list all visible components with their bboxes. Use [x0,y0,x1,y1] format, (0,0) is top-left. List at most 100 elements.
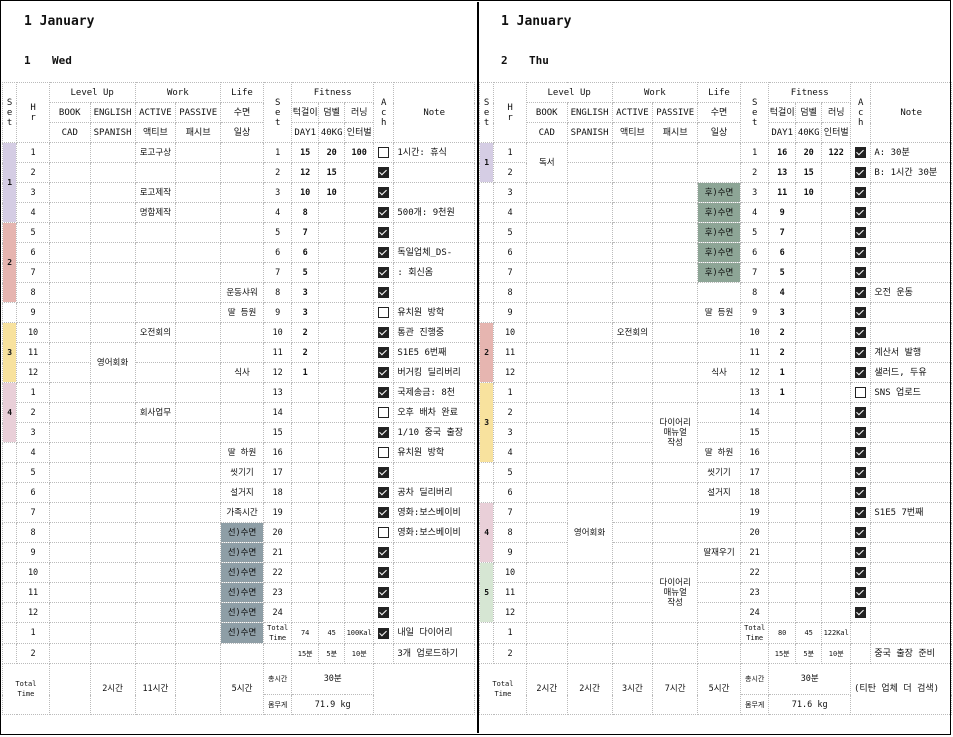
checkbox-checked[interactable] [855,327,867,338]
checkbox-checked[interactable] [378,187,390,198]
checkbox-checked[interactable] [855,347,867,358]
total-note: 내일 다이어리 [393,622,475,644]
running-value [344,282,374,303]
checkbox-unchecked[interactable] [378,527,390,538]
checkbox-checked[interactable] [855,507,867,518]
active-cell [611,262,654,283]
checkbox-checked[interactable] [855,527,867,538]
hour-label: 2 [493,643,527,664]
achievement-check [372,482,395,503]
checkbox-checked[interactable] [855,267,867,278]
checkbox-checked[interactable] [378,387,390,398]
checkbox-checked[interactable] [855,247,867,258]
active-cell [611,302,654,323]
checkbox-checked[interactable] [378,507,390,518]
ach-empty [372,643,395,664]
checkbox-unchecked[interactable] [378,147,390,158]
footer-weight-value: 71.9 kg [291,694,374,715]
checkbox-checked[interactable] [855,607,867,618]
fitness-set-number: 3 [262,182,293,203]
checkbox-unchecked[interactable] [855,387,867,398]
checkbox-checked[interactable] [378,487,390,498]
hour-label: 6 [16,242,50,263]
table-row: 5 후)수면 5 7 [478,222,952,243]
pullup-count [291,522,319,543]
achievement-check [849,242,872,263]
checkbox-checked[interactable] [855,547,867,558]
checkbox-checked[interactable] [378,287,390,298]
table-row: 1 Total Time 80 45 122Kal [478,622,952,644]
passive-cell [652,542,699,563]
running-value [821,202,851,223]
achievement-check [372,362,395,383]
note-cell [870,422,952,443]
checkbox-checked[interactable] [855,207,867,218]
checkbox-checked[interactable] [378,227,390,238]
checkbox-checked[interactable] [855,447,867,458]
checkbox-checked[interactable] [378,327,390,338]
life-cell [697,342,741,363]
book-cell [48,582,91,603]
checkbox-checked[interactable] [855,467,867,478]
checkbox-checked[interactable] [378,567,390,578]
checkbox-checked[interactable] [378,267,390,278]
hour-label: 5 [493,462,527,483]
hour-label: 12 [16,362,50,383]
fitness-set-number: 1 [739,142,770,163]
checkbox-checked[interactable] [378,547,390,558]
checkbox-checked[interactable] [855,187,867,198]
checkbox-checked[interactable] [378,167,390,178]
running-value: 122 [821,142,851,163]
table-row: 3 로고제작 3 10 10 [3,182,475,203]
header-passive-kr: 패시브 [175,122,222,143]
note-cell: 오후 배차 완료 [393,402,475,423]
checkbox-checked[interactable] [378,467,390,478]
work-cell: 오전회의 [611,322,654,343]
checkbox-checked[interactable] [378,607,390,618]
checkbox-checked[interactable] [855,147,867,158]
checkbox-checked[interactable] [378,367,390,378]
checkbox-checked[interactable] [855,167,867,178]
running-value [821,422,851,443]
life-cell [220,162,264,183]
checkbox-checked[interactable] [378,247,390,258]
passive-cell [175,382,222,403]
active-cell [134,622,177,644]
checkbox-checked[interactable] [855,427,867,438]
header-fitness: Fitness [768,82,851,103]
book-cell [48,643,91,664]
checkbox-checked[interactable] [855,287,867,298]
achievement-check [372,242,395,263]
checkbox-checked[interactable] [378,627,390,639]
checkbox-unchecked[interactable] [378,407,390,418]
checkbox-checked[interactable] [855,367,867,378]
footer-total-label: Total Time [479,663,527,715]
checkbox-checked[interactable] [378,587,390,598]
checkbox-checked[interactable] [378,427,390,438]
checkbox-checked[interactable] [378,207,390,218]
checkbox-unchecked[interactable] [378,307,390,318]
note-cell [870,462,952,483]
fitness-set-number: 9 [739,302,770,323]
checkbox-checked[interactable] [855,567,867,578]
checkbox-checked[interactable] [378,347,390,358]
fitness-set-number: 13 [262,382,293,403]
english-cell [89,182,136,203]
checkbox-checked[interactable] [855,227,867,238]
achievement-check [372,602,395,623]
total-dumbbell: 45 [794,622,823,644]
checkbox-checked[interactable] [855,307,867,318]
checkbox-checked[interactable] [855,407,867,418]
checkbox-checked[interactable] [855,587,867,598]
fitness-set-number: 2 [262,162,293,183]
active-cell [134,482,177,503]
english-cell [566,302,613,323]
note-cell [393,462,475,483]
checkbox-unchecked[interactable] [378,447,390,458]
passive-cell [652,462,699,483]
dumbbell-count [794,502,823,523]
passive-cell [175,182,222,203]
total-time-spacer [739,643,770,664]
checkbox-checked[interactable] [855,487,867,498]
life-cell [697,162,741,183]
